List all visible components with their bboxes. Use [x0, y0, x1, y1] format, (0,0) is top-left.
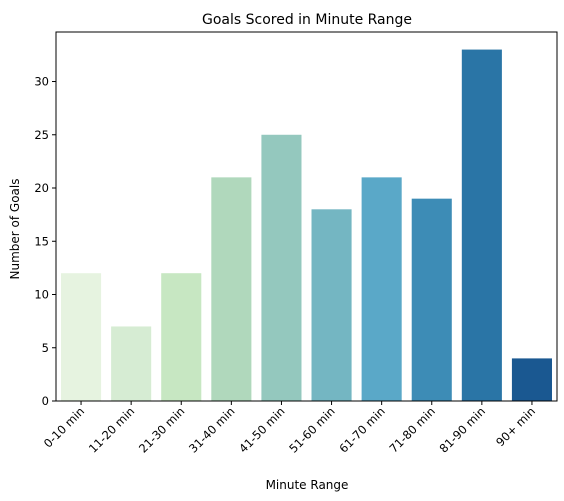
- x-tick-label: 90+ min: [493, 404, 538, 449]
- bar-21-30-min: [161, 273, 202, 401]
- x-tick-label: 31-40 min: [186, 404, 237, 455]
- bar-0-10-min: [61, 273, 102, 401]
- bar-81-90-min: [461, 49, 502, 401]
- bar-51-60-min: [311, 209, 352, 401]
- bar-90-min: [511, 358, 552, 401]
- x-tick-label: 21-30 min: [136, 404, 187, 455]
- bar-71-80-min: [411, 198, 452, 401]
- x-tick-label: 61-70 min: [336, 404, 387, 455]
- x-tick-label: 71-80 min: [386, 404, 437, 455]
- x-tick-label: 11-20 min: [86, 404, 137, 455]
- y-tick-label: 15: [34, 234, 49, 248]
- x-tick-label: 41-50 min: [236, 404, 287, 455]
- y-tick-label: 10: [34, 288, 49, 302]
- y-tick-label: 25: [34, 128, 49, 142]
- plot-frame: [55, 31, 558, 402]
- bars-group: [61, 49, 552, 401]
- y-tick-label: 20: [34, 181, 49, 195]
- y-tick-label: 0: [42, 394, 49, 408]
- x-axis-label: Minute Range: [266, 478, 349, 492]
- y-tick-label: 5: [42, 341, 49, 355]
- y-tick-label: 30: [34, 75, 49, 89]
- chart-title: Goals Scored in Minute Range: [202, 12, 412, 28]
- bar-31-40-min: [211, 177, 252, 401]
- x-tick-label: 51-60 min: [286, 404, 337, 455]
- y-axis-label: Number of Goals: [8, 179, 22, 280]
- x-tick-label: 0-10 min: [41, 404, 87, 450]
- x-tick-label: 81-90 min: [437, 404, 488, 455]
- y-axis-ticks: 0 5 10 15 20 25 30: [34, 75, 56, 408]
- bar-11-20-min: [111, 326, 152, 401]
- bar-61-70-min: [361, 177, 402, 401]
- bar-41-50-min: [261, 134, 302, 401]
